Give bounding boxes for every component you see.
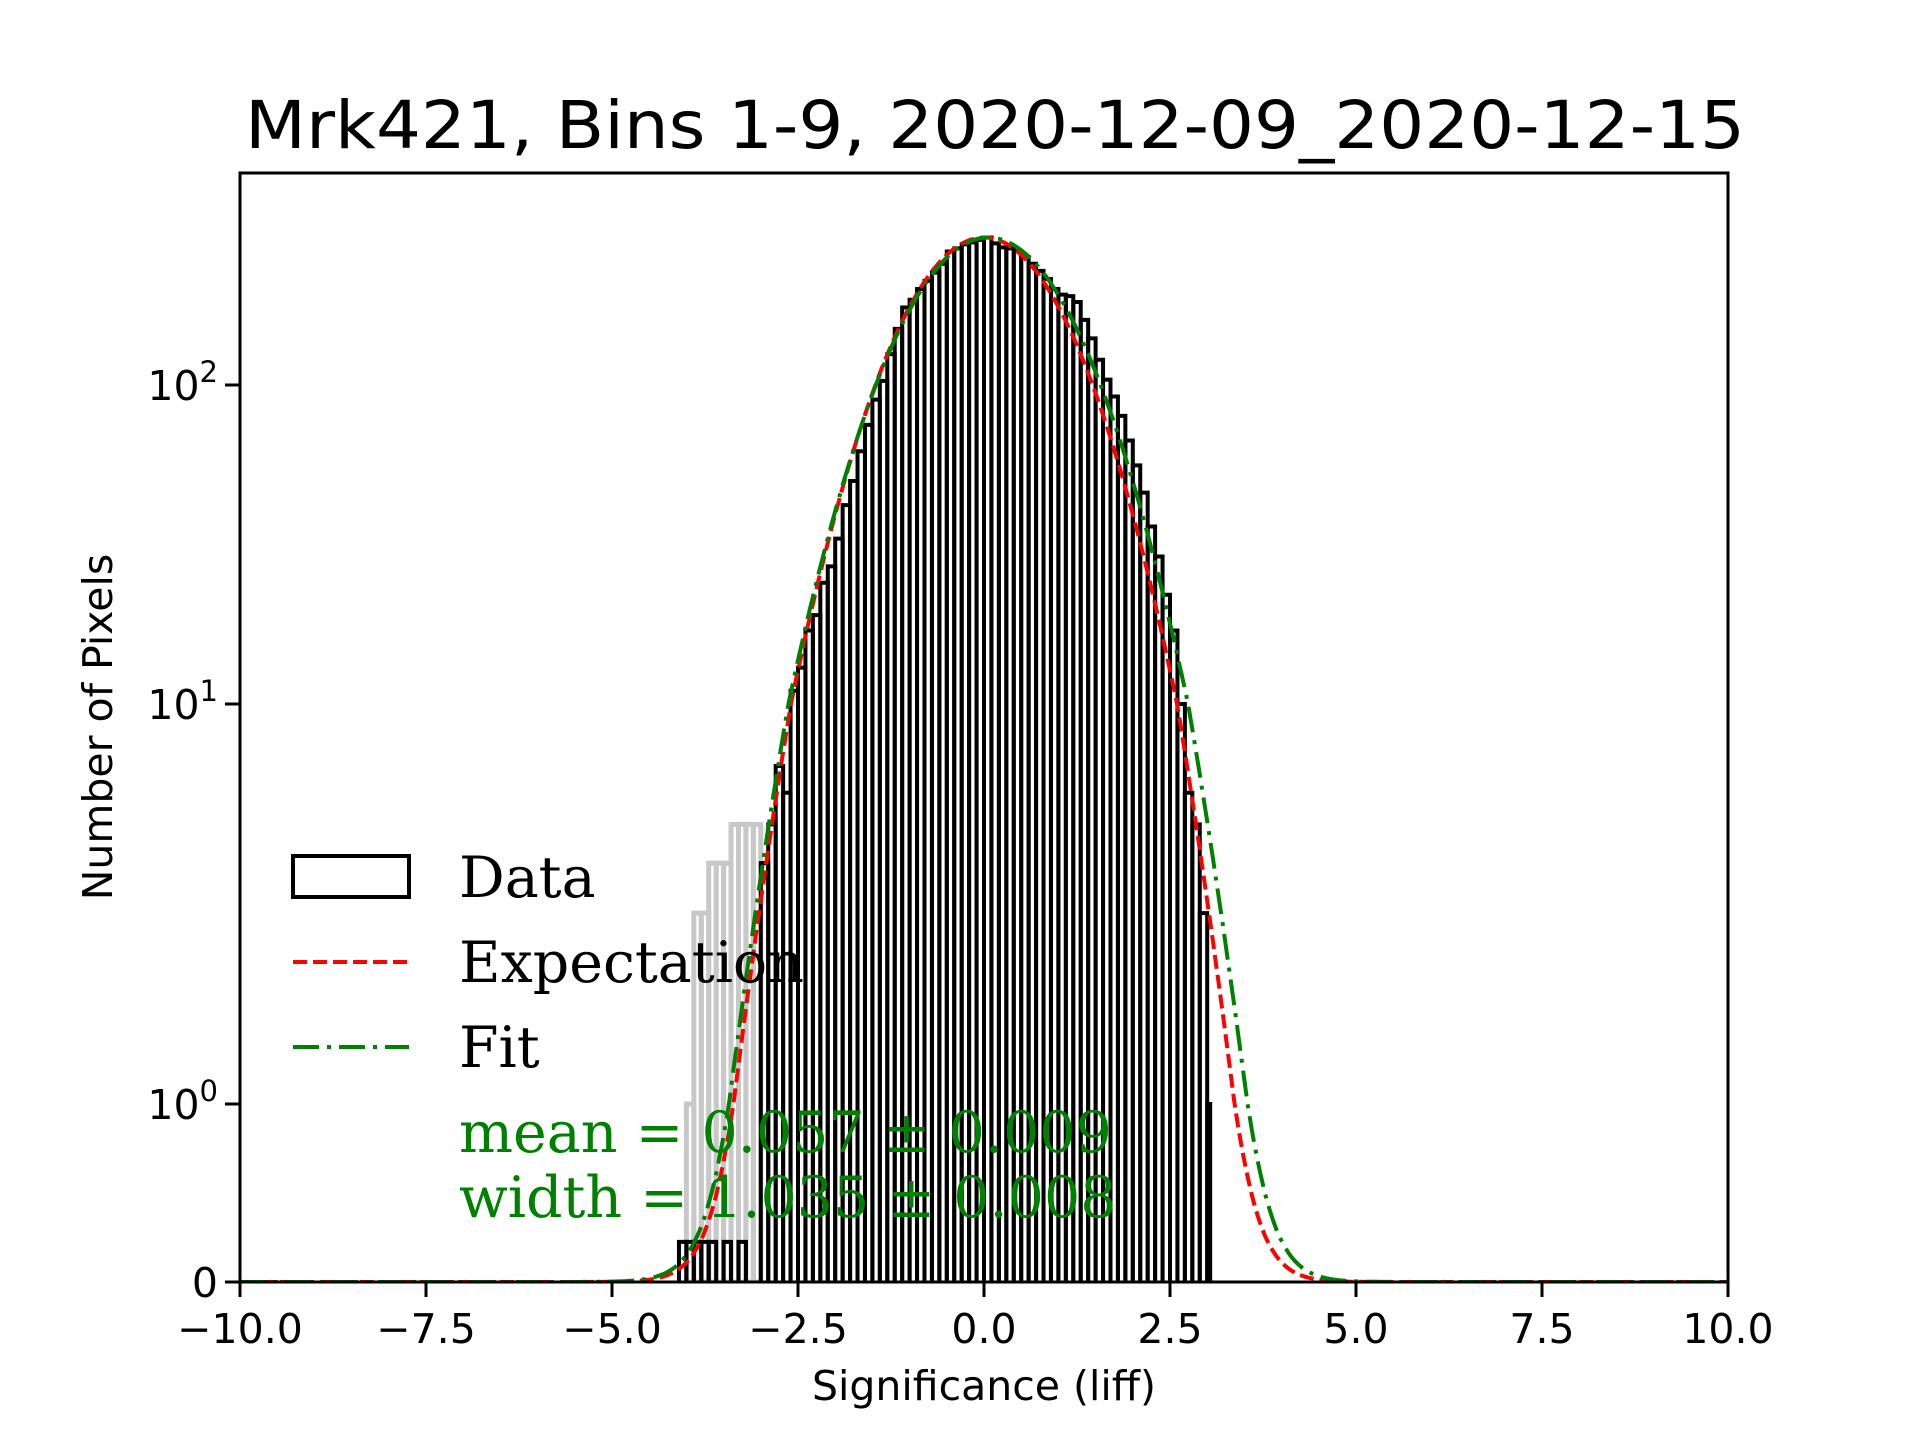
- y-tick-label: 100: [147, 1074, 218, 1129]
- histogram-bin: [1205, 1102, 1213, 1282]
- legend-label-fit: Fit: [459, 1015, 540, 1081]
- x-tick-label: −2.5: [748, 1305, 848, 1353]
- histogram-bin: [736, 1239, 748, 1282]
- legend-item-data: Data: [291, 845, 596, 911]
- model-curves: [240, 235, 1728, 1282]
- legend-item-expectation: Expectation: [293, 930, 804, 996]
- x-tick-label: 10.0: [1682, 1305, 1773, 1353]
- histogram-bin: [721, 1239, 734, 1282]
- y-tick-label: 101: [147, 674, 218, 729]
- x-tick-label: −5.0: [562, 1305, 662, 1353]
- legend-swatch-data: [291, 854, 411, 899]
- x-tick-label: −10.0: [177, 1305, 303, 1353]
- x-tick-label: 7.5: [1509, 1305, 1574, 1353]
- y-axis: 0 100 101 102: [147, 355, 240, 1307]
- legend: Data Expectation Fit: [291, 845, 804, 1081]
- x-tick-label: 5.0: [1323, 1305, 1388, 1353]
- x-axis: −10.0 −7.5 −5.0 −2.5 0.0 2.5 5.0 7.5 10.0: [177, 1282, 1774, 1353]
- y-tick-label: 0: [192, 1259, 218, 1307]
- fit-curve: [240, 235, 1728, 1282]
- x-axis-label: Significance (liff): [812, 1362, 1156, 1410]
- plot-area: [240, 235, 1728, 1282]
- y-tick-label: 102: [147, 355, 218, 410]
- legend-label-expectation: Expectation: [459, 930, 804, 996]
- legend-item-fit: Fit: [293, 1015, 540, 1081]
- fit-width-annotation: width = 1.035 ± 0.008: [459, 1165, 1116, 1231]
- histogram-bin: [1197, 911, 1210, 1282]
- x-tick-label: 0.0: [951, 1305, 1016, 1353]
- x-tick-label: −7.5: [376, 1305, 476, 1353]
- legend-label-data: Data: [459, 845, 596, 911]
- histogram-bin: [706, 1239, 719, 1282]
- x-tick-label: 2.5: [1137, 1305, 1202, 1353]
- chart-title: Mrk421, Bins 1-9, 2020-12-09_2020-12-15: [245, 87, 1745, 164]
- fit-mean-annotation: mean = 0.057 ± 0.009: [459, 1100, 1112, 1166]
- y-axis-label: Number of Pixels: [74, 554, 122, 900]
